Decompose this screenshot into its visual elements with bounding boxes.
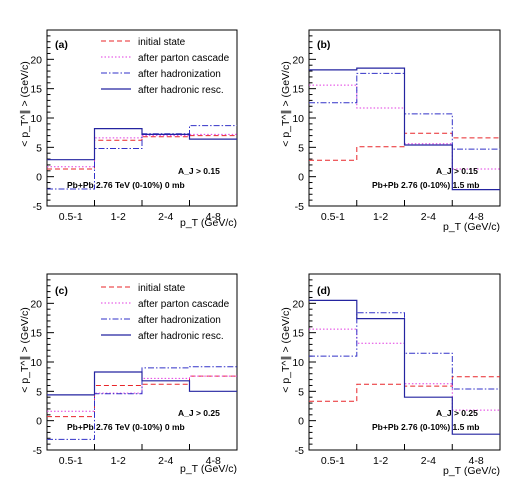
y-tick-label: 0 bbox=[298, 416, 304, 428]
legend-label: after hadronic resc. bbox=[138, 85, 224, 96]
x-axis-label: p_T (GeV/c) bbox=[180, 217, 237, 229]
y-tick-label: 0 bbox=[36, 172, 42, 184]
svg-text:< p_T^∥ > (GeV/c): < p_T^∥ > (GeV/c) bbox=[280, 61, 292, 146]
system-annotation: Pb+Pb 2.76 (0-10%) 1.5 mb bbox=[372, 180, 479, 190]
y-axis-label: < p_T^∥ > (GeV/c) bbox=[280, 61, 292, 146]
legend-label: after hadronization bbox=[138, 315, 221, 326]
x-tick-label: 1-2 bbox=[111, 211, 126, 223]
legend-label: initial state bbox=[138, 37, 186, 48]
x-tick-label: 4-8 bbox=[206, 211, 221, 223]
y-tick-label: 0 bbox=[36, 416, 42, 428]
legend-label: after hadronization bbox=[138, 69, 221, 80]
panel-label: (d) bbox=[317, 285, 330, 297]
series-line bbox=[309, 299, 500, 435]
x-tick-label: 2-4 bbox=[421, 211, 436, 223]
y-tick-label: 5 bbox=[298, 142, 304, 154]
y-tick-label: 5 bbox=[36, 142, 42, 154]
legend: initial state after parton cascade after… bbox=[101, 283, 230, 342]
series-line bbox=[309, 67, 500, 191]
x-tick-label: 2-4 bbox=[421, 455, 436, 467]
x-tick-label: 0.5-1 bbox=[321, 455, 345, 467]
series-line bbox=[47, 128, 237, 161]
svg-text:< p_T^∥ > (GeV/c): < p_T^∥ > (GeV/c) bbox=[19, 61, 31, 146]
x-tick-label: 4-8 bbox=[206, 455, 221, 467]
x-axis-label: p_T (GeV/c) bbox=[180, 463, 237, 475]
system-annotation: Pb+Pb 2.76 (0-10%) 1.5 mb bbox=[372, 422, 479, 432]
x-tick-label: 4-8 bbox=[469, 455, 484, 467]
panel-label: (c) bbox=[55, 285, 68, 297]
svg-text:< p_T^∥ > (GeV/c): < p_T^∥ > (GeV/c) bbox=[280, 307, 292, 392]
legend-label: after parton cascade bbox=[138, 53, 230, 64]
panel-label: (b) bbox=[317, 39, 330, 51]
series-line bbox=[47, 371, 237, 396]
cut-annotation: A_J > 0.25 bbox=[178, 408, 220, 418]
legend-label: initial state bbox=[138, 283, 186, 294]
series-line bbox=[47, 125, 237, 190]
x-tick-label: 0.5-1 bbox=[59, 455, 83, 467]
y-tick-label: -5 bbox=[295, 201, 304, 213]
system-annotation: Pb+Pb 2.76 TeV (0-10%) 0 mb bbox=[67, 180, 185, 190]
y-tick-label: 20 bbox=[292, 298, 304, 310]
y-tick-label: 10 bbox=[292, 113, 304, 125]
x-tick-label: 2-4 bbox=[158, 211, 173, 223]
series-line bbox=[309, 312, 500, 390]
panel-c: -5 0 5 10 15 20 0.5-1 1-2 2-4 4-8 (c) initial sta… bbox=[19, 273, 238, 475]
x-tick-label: 1-2 bbox=[373, 211, 388, 223]
cut-annotation: A_J > 0.15 bbox=[436, 166, 478, 176]
y-tick-label: 10 bbox=[30, 357, 42, 369]
y-tick-label: 15 bbox=[292, 328, 304, 340]
legend-label: after hadronic resc. bbox=[138, 331, 224, 342]
x-axis-label: p_T (GeV/c) bbox=[443, 465, 500, 477]
panel-label: (a) bbox=[55, 39, 68, 51]
y-tick-label: 0 bbox=[298, 172, 304, 184]
cut-annotation: A_J > 0.15 bbox=[178, 166, 220, 176]
y-tick-label: -5 bbox=[33, 201, 42, 213]
x-tick-label: 4-8 bbox=[469, 211, 484, 223]
series-line bbox=[47, 375, 237, 418]
y-tick-label: 20 bbox=[292, 54, 304, 66]
series-line bbox=[309, 72, 500, 150]
y-tick-label: -5 bbox=[295, 445, 304, 457]
legend-label: after parton cascade bbox=[138, 299, 230, 310]
y-tick-label: 20 bbox=[30, 298, 42, 310]
x-axis-label: p_T (GeV/c) bbox=[443, 221, 500, 233]
y-tick-label: -5 bbox=[33, 445, 42, 457]
x-tick-label: 0.5-1 bbox=[321, 211, 345, 223]
y-tick-label: 10 bbox=[292, 357, 304, 369]
legend: initial state after parton cascade after… bbox=[101, 37, 230, 96]
y-tick-label: 20 bbox=[30, 54, 42, 66]
y-tick-label: 15 bbox=[292, 84, 304, 96]
y-tick-label: 10 bbox=[30, 113, 42, 125]
cut-annotation: A_J > 0.25 bbox=[436, 408, 478, 418]
y-axis-label: < p_T^∥ > (GeV/c) bbox=[280, 307, 292, 392]
y-tick-label: 5 bbox=[298, 386, 304, 398]
x-tick-label: 2-4 bbox=[158, 455, 173, 467]
system-annotation: Pb+Pb 2.76 TeV (0-10%) 0 mb bbox=[67, 422, 185, 432]
y-tick-label: 15 bbox=[30, 84, 42, 96]
x-tick-label: 1-2 bbox=[373, 455, 388, 467]
y-axis-label: < p_T^∥ > (GeV/c) bbox=[19, 307, 31, 392]
y-axis-label: < p_T^∥ > (GeV/c) bbox=[19, 61, 31, 146]
x-tick-label: 1-2 bbox=[111, 455, 126, 467]
svg-text:< p_T^∥ > (GeV/c): < p_T^∥ > (GeV/c) bbox=[19, 307, 31, 392]
y-tick-label: 15 bbox=[30, 328, 42, 340]
panel-a: -5 0 5 10 15 20 0.5-1 1-2 2-4 4-8 (a) initial sta… bbox=[19, 29, 238, 229]
y-tick-label: 5 bbox=[36, 386, 42, 398]
x-tick-label: 0.5-1 bbox=[59, 211, 83, 223]
